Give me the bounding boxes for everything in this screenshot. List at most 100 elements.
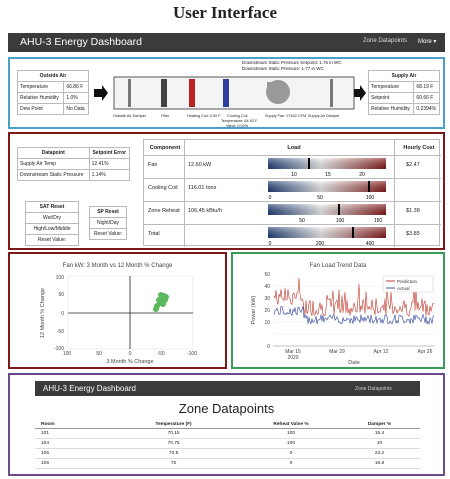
table-cell: Wet/Dry xyxy=(25,212,79,224)
table-cell: Temperature xyxy=(16,81,65,93)
ahu-casing xyxy=(113,76,355,110)
tick-label: 100 xyxy=(366,195,375,201)
y-axis-label: 12 Month % Change xyxy=(40,288,46,338)
tick-label: 200 xyxy=(316,241,325,246)
tick-label: 20 xyxy=(264,308,270,314)
table-header: Temperature (F) xyxy=(155,422,192,427)
nav-zone-datapoints-link[interactable]: Zone Datapoints xyxy=(363,38,408,44)
tick-label: 0 xyxy=(267,344,270,350)
table-row: 104 70.75 100 10 xyxy=(35,439,420,449)
tick-label: 50 xyxy=(299,218,305,224)
tick-label: Apr 12 xyxy=(374,349,389,355)
sat-reset-table: SAT Reset Wet/Dry High/Low/Middle Reset … xyxy=(25,201,79,246)
navbar-brand[interactable]: AHU-3 Energy Dashboard xyxy=(20,36,142,48)
outlet-arrow-icon xyxy=(354,85,366,101)
load-overview-panel: Datapoint Setpoint Error Supply Air Temp 1… xyxy=(8,132,445,250)
tick-label: Mar 29 xyxy=(329,349,345,355)
table-header: Hourly Cost xyxy=(403,145,435,151)
component-load-table: Component Load Hourly Cost Fan 12.60 kW … xyxy=(143,139,441,247)
cooling-valve-label: Valve: 0.00% xyxy=(226,124,249,128)
cooling-coil-label: Cooling Coil xyxy=(227,114,248,118)
table-cell: 16.4 xyxy=(374,431,385,436)
component-name: Cooling Coil xyxy=(148,185,178,191)
sp-reset-table: SP Reset Night/Day Reset Value: xyxy=(89,206,127,240)
damper-label: Outside Air Damper xyxy=(113,114,147,118)
tick-label: Apr 26 xyxy=(418,349,433,355)
filter xyxy=(161,79,167,107)
table-cell: Relative Humidity xyxy=(16,92,65,104)
trend-chart: Prediction Actual 50 40 30 20 10 0 Mar 1… xyxy=(251,272,435,366)
table-header: Datapoint xyxy=(17,147,90,159)
table-cell: 1.0% xyxy=(63,92,89,104)
table-cell: 1.14% xyxy=(88,169,131,181)
table-cell: 105 xyxy=(41,451,50,456)
tick-label: 400 xyxy=(366,241,375,246)
supply-air-damper xyxy=(330,79,333,107)
cooling-coil-gauge xyxy=(268,181,386,192)
table-cell: Relative Humidity xyxy=(367,103,415,115)
tick-label: 150 xyxy=(374,218,383,224)
table-header: Room xyxy=(41,422,55,427)
table-cell: 60.66 F xyxy=(413,92,440,104)
table-row: 106 70 0 16.8 xyxy=(35,459,420,469)
data-point xyxy=(160,301,166,307)
table-cell: Supply Air Temp xyxy=(17,158,90,170)
table-cell: 70 xyxy=(170,461,177,466)
zone-navbar-link[interactable]: Zone Datapoints xyxy=(355,386,392,392)
outside-air-damper xyxy=(128,79,131,107)
table-row: 101 70.15 100 16.4 xyxy=(35,429,420,439)
prediction-series xyxy=(273,277,435,317)
tick-label: 50 xyxy=(58,292,64,298)
table-cell: Temperature xyxy=(367,81,415,93)
table-cell: 0 xyxy=(289,451,293,456)
table-cell: 23.2 xyxy=(374,451,385,456)
table-cell: Night/Day xyxy=(89,217,127,229)
tick-label: 40 xyxy=(264,284,270,290)
nav-more-dropdown[interactable]: More ▾ xyxy=(418,39,437,45)
table-cell: 100 xyxy=(287,441,296,446)
table-header: Load xyxy=(287,145,301,151)
tick-label: 0 xyxy=(269,241,272,246)
x-axis-label: Date xyxy=(348,360,360,366)
inlet-arrow-icon xyxy=(94,85,108,101)
fan-gauge-marker xyxy=(308,158,310,169)
tick-label: -50 xyxy=(157,351,164,357)
supply-damper-label: Supply Air Damper xyxy=(308,114,340,118)
total-gauge xyxy=(268,227,386,238)
zone-reheat-gauge xyxy=(268,204,386,215)
sp-reset-title: SP Reset xyxy=(89,206,127,218)
setpoint-error-table: Datapoint Setpoint Error Supply Air Temp 1… xyxy=(17,147,131,181)
tick-label: 0 xyxy=(61,311,64,317)
sat-reset-title: SAT Reset xyxy=(25,201,79,213)
component-value: 116.01 tons xyxy=(188,185,217,191)
legend-label: Actual xyxy=(397,286,410,291)
table-cell: Reset Value: xyxy=(25,234,79,246)
table-cell: Setpoint xyxy=(367,92,415,104)
tick-label: 20 xyxy=(359,172,365,178)
tick-label: 50 xyxy=(317,195,323,201)
tick-label: -100 xyxy=(54,346,64,352)
component-value: 12.60 kW xyxy=(188,162,212,168)
static-pressure-reading: Downstream Static Pressure: 1.77 in WC xyxy=(242,66,324,71)
table-cell: 68.19 F xyxy=(413,81,440,93)
table-header: Setpoint Error xyxy=(88,147,131,159)
table-header: Component xyxy=(149,145,181,151)
tick-label: 30 xyxy=(264,296,270,302)
component-cost: $3.85 xyxy=(406,231,420,237)
scatter-chart: 100 50 0 -50 -100 100 50 0 -50 -100 3 Mo… xyxy=(40,275,197,365)
supply-air-title: Supply Air xyxy=(368,70,440,82)
tick-label: 10 xyxy=(264,320,270,326)
navbar: AHU-3 Energy Dashboard Zone Datapoints M… xyxy=(8,33,445,52)
tick-label: 50 xyxy=(264,272,270,278)
cooling-temp-label: Temperature: 64.92 F xyxy=(221,119,258,123)
static-pressure-setpoint: Downstream Static Pressure Setpoint: 1.7… xyxy=(242,60,342,65)
table-cell: Dew Point xyxy=(16,103,65,115)
zone-navbar-brand[interactable]: AHU-3 Energy Dashboard xyxy=(43,384,136,393)
table-cell: 66.86 F xyxy=(63,81,89,93)
x-axis-label: 3 Month % Change xyxy=(106,359,153,365)
total-gauge-marker xyxy=(352,227,354,238)
table-cell: 100 xyxy=(287,431,296,436)
component-cost: $2.47 xyxy=(406,162,420,168)
component-cost: $1.38 xyxy=(406,208,420,214)
table-cell: 0.2394% xyxy=(413,103,440,115)
